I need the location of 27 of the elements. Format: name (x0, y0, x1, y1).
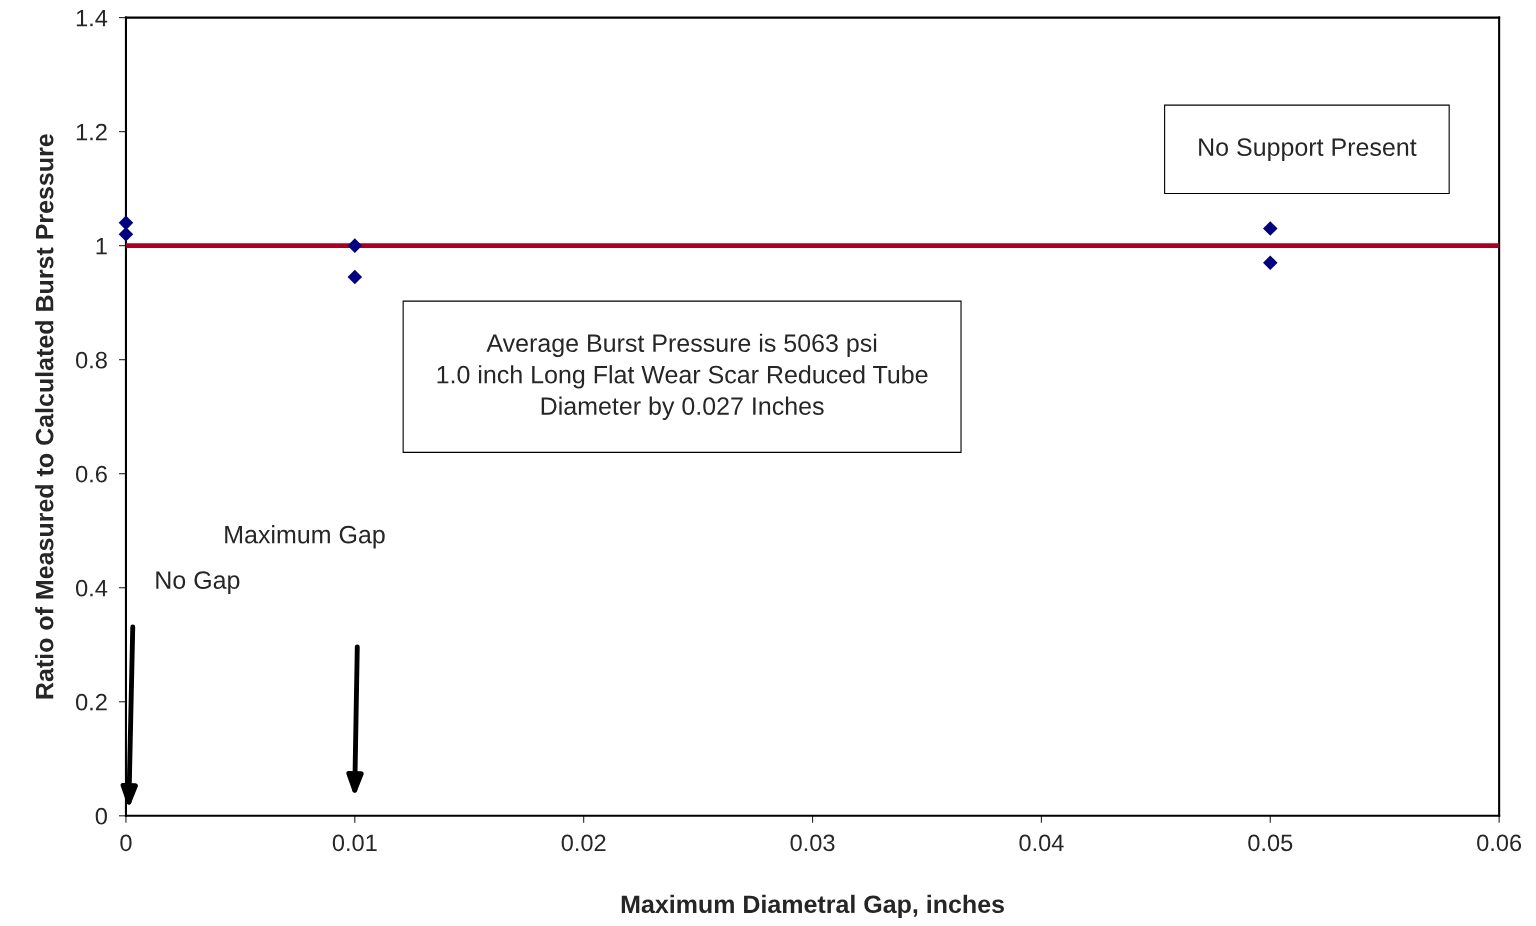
point (347, 269, 363, 285)
x-tick-label: 0.01 (332, 834, 377, 852)
x-tick-label: 0 (120, 834, 132, 852)
y-tick-label: 1.2 (76, 123, 107, 141)
annotation: Maximum Gap (225, 525, 385, 549)
x-tick-label: 0.05 (1248, 834, 1293, 852)
annotation: Average Burst Pressure is 5063 psi 1.0 inch Long Flat Wear Scar Reduced Tube Diameter by 0.027 Inches (437, 333, 928, 420)
point (1262, 221, 1278, 236)
y-tick-label: 0.4 (76, 579, 108, 597)
point (347, 238, 363, 253)
x-axis-title: Maximum Diametral Gap, inches (621, 894, 1004, 919)
y-tick-label: 1.4 (76, 9, 108, 27)
y-tick-label: 0.8 (76, 351, 107, 369)
point (1262, 255, 1278, 271)
annotation: No Support Present (1199, 138, 1417, 161)
x-tick-label: 0.02 (561, 834, 606, 852)
annotation: No Gap (156, 571, 240, 594)
y-tick-label: 0 (95, 807, 107, 825)
x-tick-label: 0.04 (1019, 834, 1064, 852)
point (118, 226, 134, 242)
y-tick-label: 1 (96, 237, 107, 255)
y-axis-title: Ratio of Measured to Calculated Burst Pressure (35, 134, 54, 699)
x-tick-label: 0.03 (790, 834, 835, 852)
y-tick-label: 0.6 (76, 465, 107, 483)
y-tick-label: 0.2 (76, 693, 107, 711)
x-tick-label: 0.06 (1477, 834, 1522, 852)
point (118, 215, 134, 231)
